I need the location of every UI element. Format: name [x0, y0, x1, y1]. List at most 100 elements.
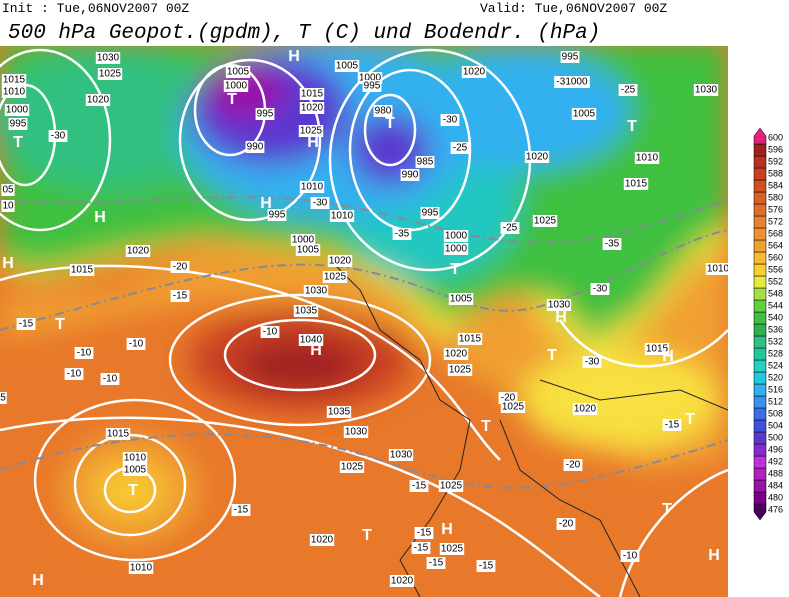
- contour-label: 05: [2, 185, 14, 196]
- pressure-center: H: [2, 255, 14, 272]
- colorbar-cell: [753, 347, 767, 361]
- label-box: [105, 428, 131, 440]
- colorbar-label: 528: [768, 348, 783, 358]
- colorbar-cell: [753, 431, 767, 445]
- label-box: [299, 88, 325, 100]
- label-box: [255, 108, 275, 120]
- colorbar-label: 492: [768, 456, 783, 466]
- contour-label: 1035: [295, 306, 318, 317]
- pressure-center: T: [13, 134, 23, 151]
- label-box: [125, 245, 151, 257]
- contour-label: -30: [585, 357, 600, 368]
- contour-label: 1030: [695, 85, 718, 96]
- contour-label: -35: [395, 229, 410, 240]
- contour-label: 1025: [449, 365, 472, 376]
- label-box: [388, 449, 414, 461]
- colorbar-label: 596: [768, 144, 783, 154]
- contour-label: 1005: [297, 245, 320, 256]
- label-box: [1, 200, 15, 212]
- colorbar-cell: [753, 155, 767, 169]
- contour-label: 1000: [445, 231, 468, 242]
- colorbar-cell: [753, 371, 767, 385]
- contour-label: 1035: [328, 407, 351, 418]
- colorbar-cell: [753, 479, 767, 493]
- contour-label: -25: [621, 85, 636, 96]
- contour-label: 1020: [301, 103, 324, 114]
- contour-label: -25: [453, 143, 468, 154]
- label-box: [644, 343, 670, 355]
- label-box: [122, 464, 148, 476]
- label-box: [532, 215, 558, 227]
- label-box: [310, 197, 330, 209]
- label-box: [582, 356, 602, 368]
- label-box: [571, 108, 597, 120]
- colorbar-label: 508: [768, 408, 783, 418]
- label-box: [334, 60, 360, 72]
- label-box: [8, 118, 28, 130]
- label-box: [438, 480, 464, 492]
- colorbar-cell: [753, 143, 767, 157]
- colorbar-label: 480: [768, 492, 783, 502]
- contour-label: -15: [429, 558, 444, 569]
- contour-label: 1020: [311, 535, 334, 546]
- colorbar-label: 564: [768, 240, 783, 250]
- contour-label: 1010: [3, 87, 26, 98]
- label-box: [295, 244, 321, 256]
- contour-label: 980: [375, 106, 392, 117]
- label-box: [69, 264, 95, 276]
- colorbar-label: 520: [768, 372, 783, 382]
- label-box: [74, 347, 94, 359]
- contour-label: 1020: [445, 349, 468, 360]
- contour-label: 1025: [324, 272, 347, 283]
- label-box: [299, 102, 325, 114]
- contour-label: -20: [173, 262, 188, 273]
- colorbar-cell: [753, 203, 767, 217]
- colorbar-label: 560: [768, 252, 783, 262]
- label-box: [461, 66, 487, 78]
- label-box: [245, 141, 265, 153]
- label-box: [122, 452, 148, 464]
- label-box: [500, 222, 520, 234]
- colorbar-label: 536: [768, 324, 783, 334]
- contour-label: 1020: [526, 152, 549, 163]
- pressure-center: T: [685, 411, 695, 428]
- contour-label: -15: [19, 319, 34, 330]
- label-box: [1, 74, 27, 86]
- colorbar-label: 532: [768, 336, 783, 346]
- contour-label: 1030: [390, 450, 413, 461]
- contour-label: 1015: [625, 179, 648, 190]
- contour-label: 1000: [359, 73, 382, 84]
- pressure-center: T: [128, 482, 138, 499]
- label-box: [327, 255, 353, 267]
- contour-label: 1000: [292, 235, 315, 246]
- contour-label: 985: [417, 157, 434, 168]
- label-box: [223, 80, 249, 92]
- label-box: [448, 293, 474, 305]
- label-box: [563, 459, 583, 471]
- contour-label: 1010: [707, 264, 730, 275]
- map-title: 500 hPa Geopot.(gpdm), T (C) und Bodendr…: [8, 22, 600, 45]
- pressure-center: T: [547, 347, 557, 364]
- colorbar-label: 516: [768, 384, 783, 394]
- contour-label: 1000: [6, 105, 29, 116]
- contour-label: 1010: [301, 182, 324, 193]
- map-labels: H103010251015101010201000995-30T10051000…: [0, 48, 730, 589]
- contour-label: 990: [247, 142, 264, 153]
- contour-label: 1030: [97, 53, 120, 64]
- contour-label: 1000: [445, 244, 468, 255]
- contour-label: -20: [566, 460, 581, 471]
- label-box: [476, 560, 496, 572]
- pressure-center: H: [288, 48, 300, 65]
- colorbar-label: 544: [768, 300, 783, 310]
- label-box: [97, 68, 123, 80]
- label-box: [339, 461, 365, 473]
- label-box: [16, 318, 36, 330]
- contour-label: 1030: [345, 427, 368, 438]
- pressure-center: H: [32, 572, 44, 589]
- contour-label: 1030: [548, 300, 571, 311]
- label-box: [602, 238, 622, 250]
- contour-label: -10: [77, 348, 92, 359]
- colorbar-label: 512: [768, 396, 783, 406]
- contour-label: 1005: [450, 294, 473, 305]
- colorbar-cell: [753, 467, 767, 481]
